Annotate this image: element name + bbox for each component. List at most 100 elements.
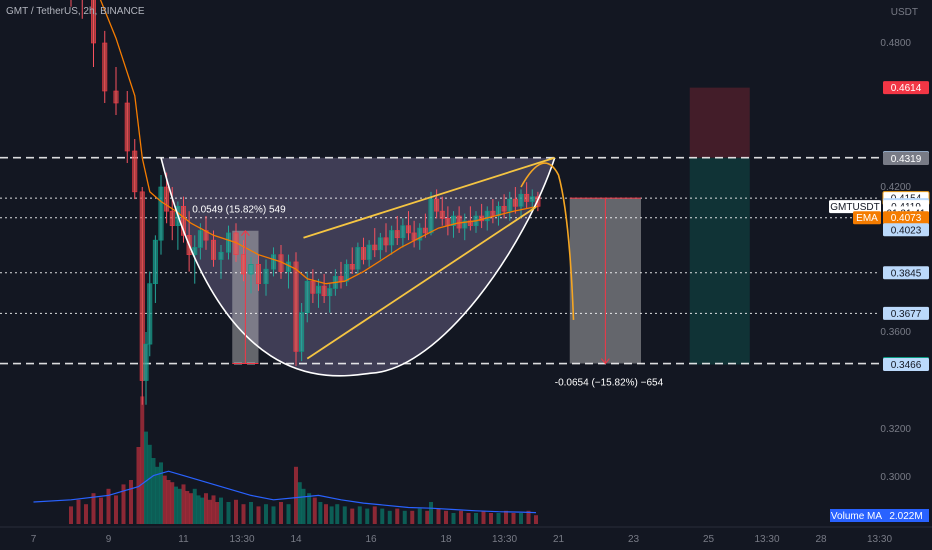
volume-bar	[147, 444, 152, 524]
volume-bar	[249, 502, 253, 524]
volume-ma-line	[33, 470, 537, 514]
candle-body	[248, 264, 254, 275]
candle-body	[366, 244, 372, 260]
volume-bar	[256, 506, 261, 524]
volume-bar	[402, 510, 407, 524]
candle-body	[439, 210, 445, 219]
time-axis-bg	[0, 527, 880, 550]
candle-body	[321, 285, 327, 297]
volume-bar	[204, 493, 208, 524]
price-tick-label: 0.3600	[880, 327, 911, 338]
volume-bar	[519, 513, 523, 524]
volume-bar	[219, 497, 223, 524]
volume-bar	[162, 475, 167, 524]
volume-bar	[410, 510, 415, 524]
forecast-curve	[520, 162, 575, 320]
series-tag-bg	[853, 211, 881, 225]
volume-bar	[155, 466, 160, 524]
candle-body	[490, 210, 496, 217]
price-label: 0.3677	[891, 309, 922, 320]
time-tick-label: 18	[440, 534, 452, 545]
series-tag-bg	[829, 200, 881, 214]
volume-bar	[286, 504, 291, 524]
volume-bar	[526, 510, 531, 524]
volume-bar	[357, 506, 362, 524]
price-label: 0.3466	[891, 360, 922, 371]
series-tag: GMTUSDT	[830, 202, 879, 213]
candle-body	[495, 206, 501, 217]
time-tick-label: 23	[628, 534, 640, 545]
candle-body	[113, 90, 119, 104]
volume-bar	[76, 499, 81, 524]
price-label-bg	[883, 223, 929, 237]
volume-bar	[350, 508, 355, 524]
volume-bar	[241, 504, 246, 524]
candle-body	[299, 312, 305, 352]
time-tick-label: 9	[106, 534, 112, 545]
volume-bar	[459, 510, 463, 524]
candle-body	[524, 193, 530, 202]
volume-bar	[312, 497, 317, 524]
volume-bar	[271, 506, 276, 524]
candle-body	[310, 280, 316, 294]
candle-body	[255, 264, 261, 284]
volume-bar	[144, 431, 148, 524]
candle-body	[501, 206, 507, 212]
candle-body	[327, 288, 333, 297]
candle-body	[372, 244, 378, 251]
price-label: 0.4319	[891, 154, 922, 165]
volume-bar	[99, 497, 103, 524]
volume-bar	[91, 493, 96, 524]
candle-body	[428, 198, 434, 234]
candle-body	[203, 230, 209, 241]
volume-bar	[166, 480, 171, 524]
candle-body	[226, 232, 232, 253]
candle-body	[102, 42, 108, 92]
volume-bar	[294, 466, 298, 524]
volume-bar	[301, 488, 306, 524]
volume-bar	[136, 447, 141, 524]
ema-line	[99, 0, 539, 285]
candle-body	[293, 261, 299, 352]
measure-down-arrowhead	[600, 358, 610, 365]
volume-bar	[69, 506, 73, 524]
candle-body	[91, 0, 97, 44]
volume-bar	[417, 508, 422, 524]
volume-bar	[489, 513, 493, 524]
price-tick-label: 0.3200	[880, 424, 911, 435]
candle-body	[270, 254, 276, 270]
price-label-bg	[883, 306, 929, 320]
volume-bar	[114, 495, 118, 524]
price-label: 0.3845	[891, 268, 922, 279]
candle-body	[211, 239, 217, 260]
candle-body	[139, 191, 145, 381]
candle-body	[512, 198, 518, 207]
candle-body	[169, 210, 175, 226]
volume-bar	[151, 458, 156, 524]
chart-title: GMT / TetherUS, 2h, BINANCE	[6, 6, 145, 17]
candle-body	[132, 150, 138, 193]
time-tick-label: 13:30	[229, 534, 254, 545]
volume-value-bg	[883, 509, 929, 522]
time-tick-label: 28	[815, 534, 827, 545]
volume-bar	[226, 502, 231, 524]
volume-bar	[181, 484, 186, 524]
candle-body	[484, 210, 490, 222]
volume-bar	[177, 488, 182, 524]
volume-bar	[380, 508, 385, 524]
candle-body	[344, 264, 350, 282]
candle-body	[355, 247, 361, 270]
currency-label: USDT	[890, 7, 918, 18]
candle-body	[507, 198, 513, 212]
volume-bar	[140, 396, 145, 524]
candle-body	[411, 232, 417, 241]
price-tick-label: 0.4800	[880, 38, 911, 49]
price-label: 0.4023	[891, 225, 922, 236]
wedge-upper-line	[303, 156, 556, 239]
volume-bar	[207, 499, 212, 524]
volume-bar	[196, 495, 201, 524]
price-label-bg	[883, 211, 929, 225]
volume-bar	[200, 497, 205, 524]
volume-bar	[84, 504, 88, 524]
